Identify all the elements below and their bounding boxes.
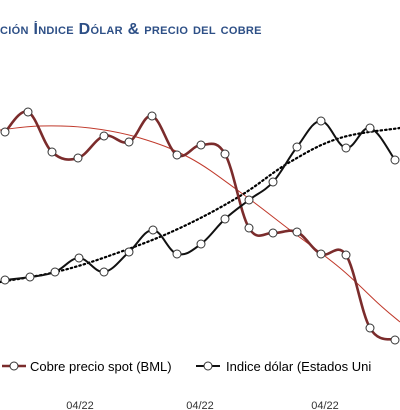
- data-point-cobre: [99, 131, 109, 141]
- data-point-dolar: [0, 275, 10, 285]
- data-point-cobre: [390, 335, 400, 345]
- trend-layer: [0, 125, 400, 323]
- data-point-dolar: [292, 142, 302, 152]
- legend-dolar-marker: [203, 361, 213, 371]
- data-point-dolar: [172, 249, 182, 259]
- legend-dolar-label: Indice dólar (Estados Uni: [226, 359, 371, 374]
- x-tick-label: 04/22: [66, 400, 94, 410]
- data-point-cobre: [0, 127, 10, 137]
- chart-title: ción Índice Dólar & precio del cobre: [0, 21, 262, 38]
- legend-cobre-marker: [9, 361, 19, 371]
- data-point-dolar: [50, 267, 60, 277]
- data-point-dolar: [99, 267, 109, 277]
- legend: Cobre precio spot (BML) Indice dólar (Es…: [2, 359, 371, 374]
- series-layer: [0, 107, 400, 345]
- data-point-dolar: [25, 272, 35, 282]
- data-point-dolar: [390, 155, 400, 165]
- data-point-dolar: [220, 214, 230, 224]
- data-point-cobre: [196, 140, 206, 150]
- data-point-cobre: [341, 250, 351, 260]
- x-tick-label: 04/22: [311, 400, 339, 410]
- trend-line-cobre: [0, 125, 400, 323]
- data-point-cobre: [47, 147, 57, 157]
- data-point-dolar: [341, 143, 351, 153]
- data-point-cobre: [316, 249, 326, 259]
- x-tick-label: 04/22: [186, 400, 214, 410]
- data-point-cobre: [124, 137, 134, 147]
- data-point-cobre: [147, 111, 157, 121]
- data-point-cobre: [23, 107, 33, 117]
- data-point-cobre: [244, 223, 254, 233]
- x-axis: 04/22 04/22 04/22: [66, 400, 339, 410]
- data-point-dolar: [316, 116, 326, 126]
- data-point-dolar: [365, 123, 375, 133]
- data-point-cobre: [365, 323, 375, 333]
- data-point-cobre: [220, 149, 230, 159]
- legend-cobre-label: Cobre precio spot (BML): [30, 359, 172, 374]
- data-point-dolar: [268, 177, 278, 187]
- data-point-dolar: [244, 195, 254, 205]
- data-point-cobre: [268, 228, 278, 238]
- data-point-dolar: [124, 247, 134, 257]
- data-point-dolar: [196, 239, 206, 249]
- data-point-cobre: [73, 153, 83, 163]
- data-point-dolar: [148, 225, 158, 235]
- data-point-cobre: [172, 150, 182, 160]
- data-point-dolar: [74, 253, 84, 263]
- data-point-cobre: [292, 227, 302, 237]
- trend-line-dolar: [0, 126, 400, 284]
